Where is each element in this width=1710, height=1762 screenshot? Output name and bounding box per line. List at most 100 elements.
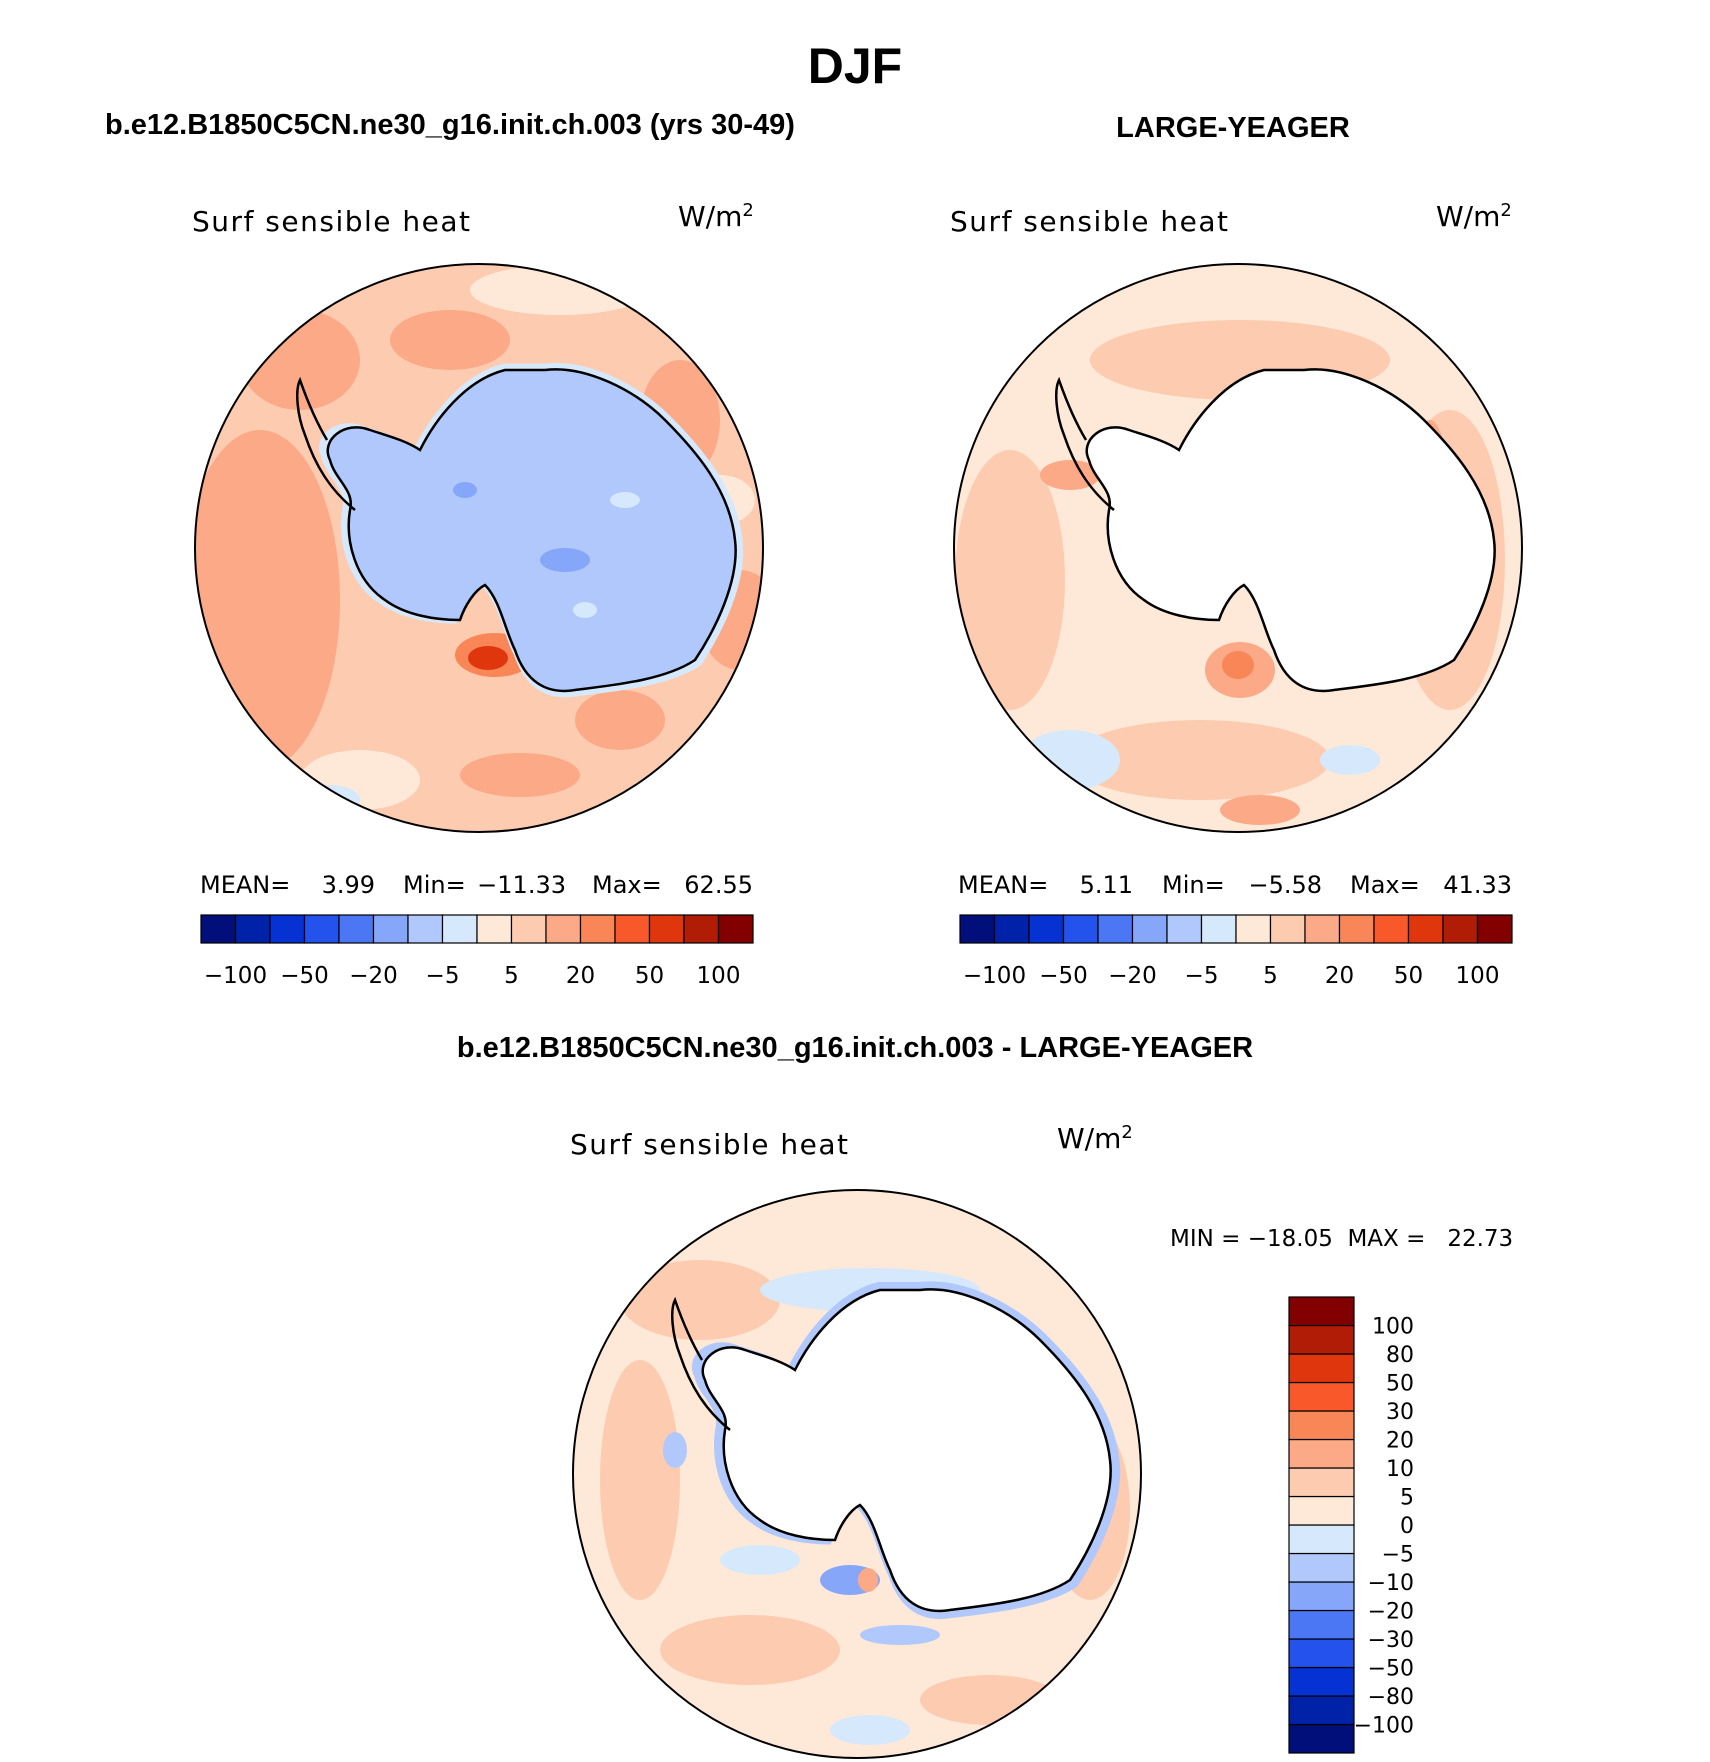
colorbar-swatch — [1288, 1581, 1355, 1612]
colorbar-swatch — [1028, 914, 1065, 944]
panel-heading: LARGE-YEAGER — [1116, 112, 1350, 144]
min-max-label: MIN = −18.05 MAX = 22.73 — [1170, 1226, 1513, 1252]
colorbar-tick-label: −30 — [1368, 1628, 1414, 1653]
colorbar-swatch — [648, 914, 685, 944]
max-value: 41.33 — [1443, 871, 1512, 899]
stats-line: MEAN= 5.11 Min= −5.58 Max= 41.33 — [958, 871, 1512, 899]
colorbar-tick-label: −20 — [349, 963, 398, 989]
colorbar-tick-label: −5 — [1185, 963, 1219, 989]
colorbar-swatch — [1288, 1353, 1355, 1384]
colorbar-tick-label: 100 — [1372, 1315, 1414, 1340]
colorbar-swatch — [441, 914, 478, 944]
colorbar-tick-label: −100 — [1354, 1714, 1414, 1739]
colorbar-tick-label: 100 — [697, 963, 741, 989]
units-label: W/m2 — [1436, 200, 1512, 233]
min-value: −11.33 — [477, 871, 566, 899]
colorbar-tick-label: −20 — [1108, 963, 1157, 989]
colorbar-swatch — [1304, 914, 1341, 944]
colorbar-swatch — [959, 914, 996, 944]
min-label: Min= — [1162, 871, 1225, 899]
colorbar-tick-label: 5 — [504, 963, 519, 989]
mean-value: 3.99 — [322, 871, 375, 899]
colorbar: −100 −50 −20 −5 5 20 50 100 — [200, 914, 754, 989]
colorbar-tick-label: 80 — [1386, 1343, 1414, 1368]
panel-difference: b.e12.B1850C5CN.ne30_g16.init.ch.003 - L… — [457, 1032, 1513, 1759]
colorbar-tick-label: 0 — [1400, 1514, 1414, 1539]
colorbar-swatch — [1288, 1296, 1355, 1327]
max-label: Max= — [592, 871, 662, 899]
colorbar-swatch — [1442, 914, 1479, 944]
colorbar-tick-label: −5 — [426, 963, 460, 989]
polar-map — [953, 263, 1523, 833]
variable-label: Surf sensible heat — [950, 205, 1230, 238]
colorbar-swatch — [683, 914, 720, 944]
variable-label: Surf sensible heat — [570, 1128, 850, 1161]
colorbar-tick-label: 50 — [1394, 963, 1423, 989]
mean-label: MEAN= — [200, 871, 290, 899]
colorbar-swatch — [1476, 914, 1513, 944]
colorbar-tick-label: 100 — [1456, 963, 1500, 989]
colorbar-swatch — [1373, 914, 1410, 944]
colorbar-tick-label: −100 — [963, 963, 1026, 989]
colorbar-tick-label: 20 — [566, 963, 595, 989]
colorbar-swatch — [1288, 1552, 1355, 1583]
max-label: Max= — [1350, 871, 1420, 899]
colorbar-swatch — [234, 914, 271, 944]
colorbar-swatch — [1288, 1324, 1355, 1355]
colorbar-swatch — [338, 914, 375, 944]
colorbar-tick-label: 50 — [1386, 1372, 1414, 1397]
colorbar-tick-label: −50 — [1368, 1657, 1414, 1682]
colorbar-swatch — [476, 914, 513, 944]
colorbar-swatch — [1288, 1638, 1355, 1669]
colorbar-swatch — [1269, 914, 1306, 944]
colorbar-swatch — [1131, 914, 1168, 944]
colorbar-tick-label: −100 — [204, 963, 267, 989]
colorbar-swatch — [545, 914, 582, 944]
panel-model: b.e12.B1850C5CN.ne30_g16.init.ch.003 (yr… — [105, 109, 795, 989]
variable-label: Surf sensible heat — [192, 205, 472, 238]
colorbar-swatch — [1338, 914, 1375, 944]
colorbar-swatch — [1097, 914, 1134, 944]
colorbar-swatch — [717, 914, 754, 944]
units-label: W/m2 — [678, 200, 754, 233]
polar-map — [572, 1189, 1142, 1759]
colorbar-tick-label: −20 — [1368, 1600, 1414, 1625]
colorbar-swatch — [1288, 1609, 1355, 1640]
colorbar-swatch — [269, 914, 306, 944]
colorbar-tick-label: 30 — [1386, 1400, 1414, 1425]
colorbar-swatch — [1288, 1438, 1355, 1469]
colorbar-swatch — [303, 914, 340, 944]
stats-line: MEAN= 3.99 Min= −11.33 Max= 62.55 — [200, 871, 753, 899]
panel-heading: b.e12.B1850C5CN.ne30_g16.init.ch.003 - L… — [457, 1032, 1253, 1064]
colorbar-tick-label: 50 — [635, 963, 664, 989]
min-value: −5.58 — [1248, 871, 1322, 899]
colorbar-swatch — [579, 914, 616, 944]
colorbar-swatch — [200, 914, 237, 944]
max-value: 62.55 — [684, 871, 753, 899]
colorbar-swatch — [614, 914, 651, 944]
colorbar-swatch — [1235, 914, 1272, 944]
panel-obs: LARGE-YEAGER Surf sensible heat W/m2 — [950, 112, 1523, 989]
colorbar-tick-label: 20 — [1325, 963, 1354, 989]
polar-map — [194, 263, 764, 833]
colorbar-swatch — [510, 914, 547, 944]
colorbar-swatch — [1166, 914, 1203, 944]
mean-value: 5.11 — [1080, 871, 1133, 899]
colorbar-tick-label: 10 — [1386, 1457, 1414, 1482]
colorbar-swatch — [372, 914, 409, 944]
figure-title: DJF — [808, 38, 902, 94]
colorbar-swatch — [993, 914, 1030, 944]
min-label: Min= — [403, 871, 466, 899]
colorbar-tick-label: −50 — [1039, 963, 1088, 989]
mean-label: MEAN= — [958, 871, 1048, 899]
colorbar-tick-label: 20 — [1386, 1429, 1414, 1454]
colorbar-swatch — [1288, 1467, 1355, 1498]
colorbar-swatch — [1288, 1524, 1355, 1555]
colorbar-swatch — [1288, 1723, 1355, 1754]
colorbar-tick-label: −5 — [1382, 1543, 1414, 1568]
colorbar-swatch — [1288, 1495, 1355, 1526]
colorbar-tick-label: −50 — [280, 963, 329, 989]
colorbar-swatch — [1407, 914, 1444, 944]
colorbar: −100 −50 −20 −5 5 20 50 100 — [959, 914, 1513, 989]
